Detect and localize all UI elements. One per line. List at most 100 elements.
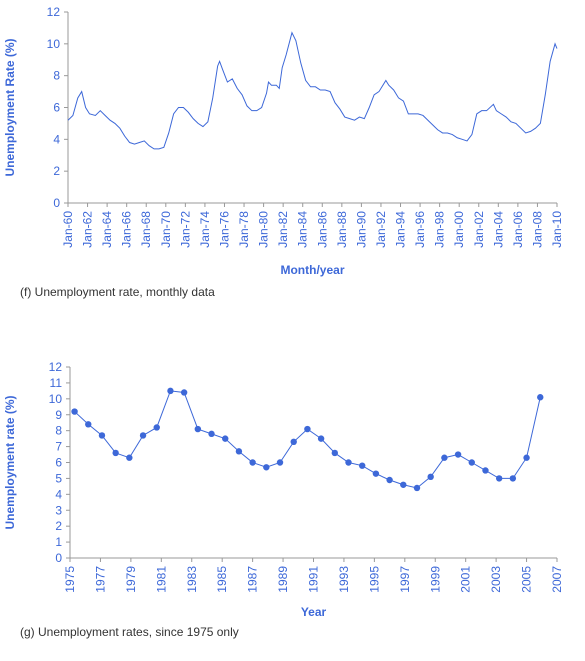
x-tick-label: 1987: [246, 566, 260, 593]
y-axis-label: Unemployment rate (%): [3, 395, 17, 529]
marker: [454, 451, 462, 458]
y-tick-label: 12: [47, 5, 61, 19]
marker: [537, 394, 544, 401]
marker: [372, 470, 380, 477]
marker: [386, 476, 393, 484]
x-tick-label: Jan-96: [413, 211, 427, 248]
x-axis-label: Month/year: [280, 263, 344, 277]
x-tick-label: 2007: [550, 566, 564, 593]
marker: [427, 473, 434, 481]
x-tick-label: Jan-94: [394, 211, 408, 248]
y-tick-label: 6: [53, 101, 60, 115]
x-tick-label: Jan-84: [296, 211, 310, 248]
marker: [139, 432, 147, 439]
x-tick-label: 1979: [124, 566, 138, 593]
x-tick-label: 1977: [93, 566, 107, 593]
marker: [413, 484, 421, 492]
marker: [331, 449, 339, 457]
marker: [263, 464, 270, 471]
x-tick-label: 1975: [63, 566, 77, 593]
marker: [112, 449, 119, 457]
caption: (g) Unemployment rates, since 1975 only: [20, 625, 239, 639]
marker: [98, 432, 106, 439]
marker: [290, 438, 297, 446]
marker: [71, 408, 78, 415]
x-tick-label: Jan-66: [120, 211, 134, 248]
y-tick-label: 5: [55, 471, 62, 485]
y-tick-label: 12: [49, 360, 63, 374]
y-tick-label: 9: [55, 408, 62, 422]
x-tick-label: 1989: [276, 566, 290, 593]
y-tick-label: 2: [53, 164, 60, 178]
marker: [276, 459, 284, 466]
marker: [222, 435, 229, 442]
y-tick-label: 0: [53, 196, 60, 210]
marker: [317, 435, 325, 442]
x-axis-label: Year: [301, 605, 327, 619]
marker: [441, 454, 448, 461]
line: [74, 390, 541, 489]
y-tick-label: 7: [55, 440, 62, 454]
caption: (f) Unemployment rate, monthly data: [20, 285, 215, 299]
x-tick-label: 2001: [459, 566, 473, 593]
y-tick-label: 4: [55, 487, 62, 501]
x-tick-label: Jan-00: [452, 211, 466, 248]
x-tick-label: Jan-82: [276, 211, 290, 248]
y-tick-label: 4: [53, 132, 60, 146]
x-tick-label: Jan-80: [257, 211, 271, 248]
x-tick-label: Jan-68: [139, 211, 153, 248]
y-tick-label: 11: [50, 376, 63, 390]
x-tick-label: Jan-60: [61, 211, 75, 248]
x-tick-label: Jan-76: [217, 211, 231, 248]
marker: [400, 481, 407, 488]
x-tick-label: 2005: [520, 566, 534, 593]
x-tick-label: Jan-74: [198, 211, 212, 248]
y-tick-label: 8: [55, 424, 62, 438]
marker: [495, 475, 503, 482]
x-tick-label: Jan-64: [100, 211, 114, 248]
x-tick-label: 1995: [367, 566, 381, 593]
x-tick-label: Jan-72: [178, 211, 192, 248]
y-tick-label: 10: [49, 392, 63, 406]
x-tick-label: Jan-04: [491, 211, 505, 248]
x-tick-label: Jan-98: [433, 211, 447, 248]
marker: [167, 387, 174, 395]
x-tick-label: 1983: [185, 566, 199, 593]
x-tick-label: Jan-62: [81, 211, 95, 248]
x-tick-label: 1991: [307, 566, 321, 593]
x-tick-label: 1997: [398, 566, 412, 593]
marker: [249, 459, 256, 466]
marker: [153, 424, 160, 431]
x-tick-label: Jan-88: [335, 211, 349, 248]
marker: [523, 454, 530, 461]
x-tick-label: 1985: [215, 566, 229, 593]
x-tick-label: Jan-86: [315, 211, 329, 248]
x-tick-label: Jan-90: [354, 211, 368, 248]
y-tick-label: 3: [55, 503, 62, 517]
marker: [208, 430, 215, 438]
marker: [304, 425, 311, 433]
y-tick-label: 0: [55, 551, 62, 565]
x-tick-label: Jan-10: [550, 211, 564, 248]
y-tick-label: 2: [55, 519, 62, 533]
marker: [468, 459, 475, 466]
x-tick-label: Jan-08: [530, 211, 544, 248]
marker: [126, 454, 133, 461]
y-tick-label: 10: [47, 37, 61, 51]
x-tick-label: 1993: [337, 566, 351, 593]
x-tick-label: Jan-78: [237, 211, 251, 248]
marker: [180, 389, 188, 396]
x-tick-label: Jan-92: [374, 211, 388, 248]
marker: [482, 467, 489, 474]
marker: [85, 421, 92, 428]
x-tick-label: 1999: [428, 566, 442, 593]
marker: [194, 425, 202, 433]
y-tick-label: 8: [53, 69, 60, 83]
marker: [509, 475, 517, 482]
marker: [345, 459, 352, 466]
x-tick-label: 1981: [154, 566, 168, 593]
x-tick-label: Jan-70: [159, 211, 173, 248]
marker: [235, 448, 243, 455]
x-tick-label: Jan-06: [511, 211, 525, 248]
